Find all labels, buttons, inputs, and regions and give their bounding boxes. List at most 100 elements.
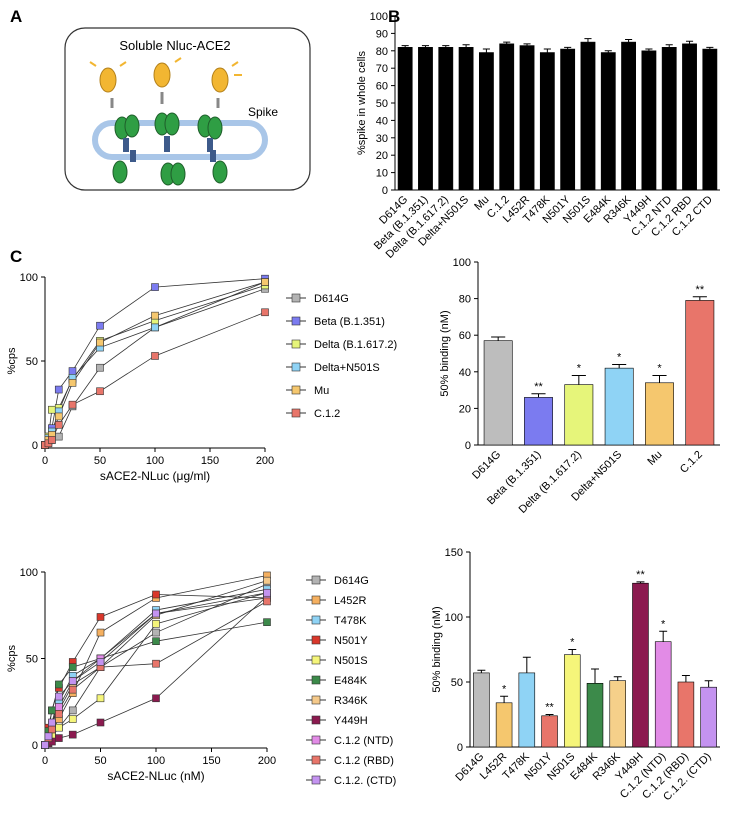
legend-label: Mu — [314, 385, 329, 397]
bar — [495, 702, 513, 748]
data-point — [54, 432, 63, 441]
error-bar — [665, 44, 673, 48]
bar — [564, 654, 581, 748]
panel-label: A — [10, 7, 22, 26]
y-tick-label: 100 — [453, 257, 471, 269]
legend-marker — [311, 695, 321, 705]
y-tick-label: 0 — [465, 440, 471, 452]
y-tick-label: 100 — [20, 567, 38, 579]
error-bar — [612, 363, 627, 369]
fit-curve — [44, 285, 266, 446]
fit-curve — [44, 281, 266, 446]
data-point — [68, 685, 77, 694]
legend-marker — [311, 735, 321, 745]
bar — [677, 681, 695, 748]
bar — [586, 682, 604, 748]
x-tick-label: Mu — [645, 449, 664, 468]
legend-label: N501Y — [334, 635, 368, 647]
error-bar — [421, 45, 430, 48]
bar — [641, 50, 657, 191]
error-bar — [442, 45, 450, 48]
data-point — [151, 323, 159, 332]
legend-label: Y449H — [334, 715, 368, 727]
legend-label: C.1.2 (RBD) — [334, 755, 394, 767]
data-point — [152, 659, 160, 668]
legend-marker — [311, 715, 321, 725]
error-bar — [685, 40, 694, 44]
data-point — [261, 308, 269, 317]
x-tick-label: 200 — [256, 455, 274, 467]
error-bar — [659, 630, 668, 642]
significance: ** — [696, 284, 705, 296]
x-tick-label: 0 — [42, 755, 48, 767]
bar — [483, 340, 513, 446]
error-bar — [401, 45, 409, 48]
data-point — [96, 694, 105, 703]
data-point — [54, 421, 63, 429]
bar — [580, 41, 596, 191]
bar — [632, 582, 649, 748]
y-tick-label: 100 — [370, 11, 388, 23]
data-point — [48, 436, 56, 444]
legend-marker — [311, 615, 321, 625]
error-bar — [462, 44, 470, 48]
error-bar — [477, 669, 486, 673]
data-point — [263, 597, 271, 606]
error-bar — [500, 695, 509, 703]
error-bar — [523, 43, 531, 46]
error-bar — [681, 675, 690, 682]
error-bar — [503, 41, 511, 44]
data-point — [48, 725, 56, 734]
data-point — [55, 710, 63, 718]
x-tick-label: 150 — [202, 755, 220, 767]
data-point — [96, 321, 104, 330]
data-point — [68, 677, 77, 685]
y-axis-label: %spike in whole cells — [356, 51, 368, 155]
error-bar — [704, 680, 713, 688]
error-bar — [652, 374, 667, 383]
error-bar — [571, 374, 586, 385]
data-point — [68, 730, 77, 739]
legend-label: C.1.2. (CTD) — [334, 775, 396, 787]
error-bar — [491, 336, 506, 341]
x-tick-label: 200 — [258, 755, 276, 767]
data-point — [152, 628, 160, 637]
legend-marker — [311, 675, 321, 685]
data-point — [44, 732, 53, 741]
legend-label: C.1.2 — [314, 408, 340, 420]
data-point — [41, 741, 49, 749]
data-point — [68, 400, 77, 409]
bar — [682, 43, 697, 191]
y-axis-label: %cps — [6, 347, 18, 374]
diagram-title: Soluble Nluc-ACE2 — [119, 38, 230, 53]
significance: * — [657, 362, 662, 374]
data-point — [54, 385, 63, 394]
legend-label: Delta+N501S — [314, 362, 380, 374]
data-point — [152, 694, 160, 703]
x-tick-label: 50 — [94, 455, 106, 467]
x-axis-label: sACE2-NLuc (μg/ml) — [100, 469, 210, 483]
bar — [458, 47, 474, 191]
error-bar — [625, 38, 633, 43]
y-tick-label: 50 — [26, 654, 38, 666]
legend-marker — [311, 635, 321, 645]
legend-marker — [291, 362, 301, 372]
y-tick-label: 20 — [376, 150, 388, 162]
legend-label: N501S — [334, 655, 368, 667]
data-point — [54, 412, 63, 421]
error-bar — [545, 714, 554, 716]
legend-label: E484K — [334, 675, 368, 687]
bar — [438, 47, 454, 191]
data-point — [55, 703, 63, 711]
data-point — [96, 628, 105, 637]
data-point — [151, 311, 159, 320]
error-bar — [613, 676, 622, 681]
y-tick-label: 50 — [376, 98, 388, 110]
significance: * — [502, 683, 507, 695]
y-tick-label: 50 — [451, 677, 463, 689]
y-tick-label: 100 — [20, 272, 38, 284]
bar — [519, 45, 535, 191]
data-point — [152, 637, 160, 646]
data-point — [48, 706, 56, 715]
